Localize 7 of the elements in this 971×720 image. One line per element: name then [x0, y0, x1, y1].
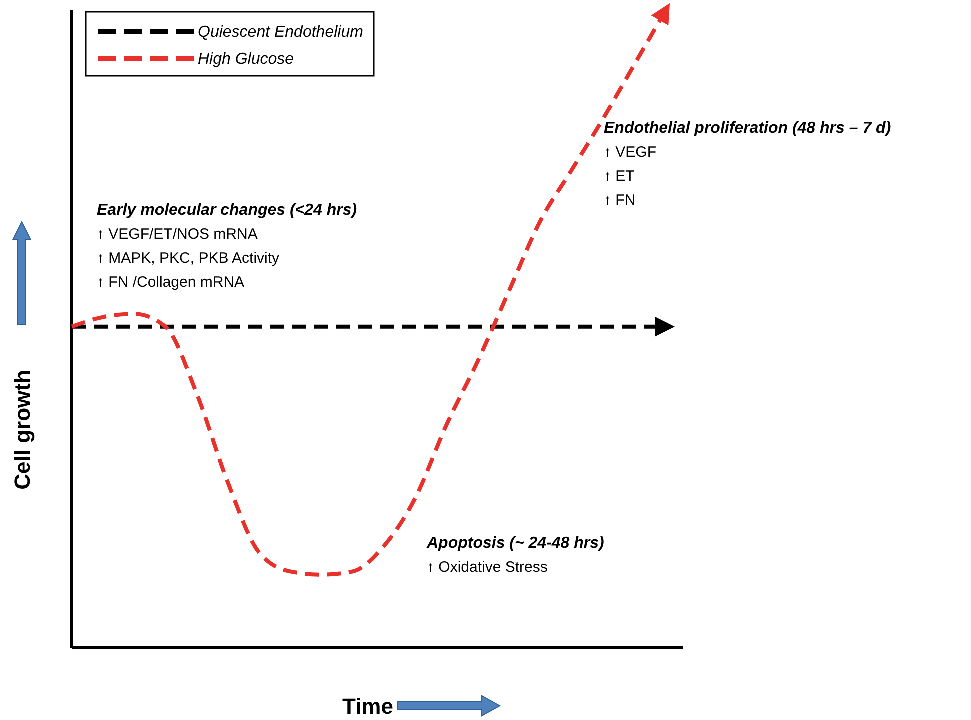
legend-label: High Glucose — [198, 51, 294, 68]
annotation: Apoptosis (~ 24-48 hrs) ↑ Oxidative Stress — [426, 535, 604, 576]
legend-label: Quiescent Endothelium — [198, 24, 364, 41]
x-axis-title: Time — [342, 694, 394, 719]
y-axis-title: Cell growth — [10, 370, 35, 490]
annotation: Early molecular changes (<24 hrs) ↑ VEGF/ET/NOS mRNA ↑ MAPK, PKC, PKB Activity ↑ FN /Collagen mRNA — [97, 202, 358, 291]
annotation: Endothelial proliferation (48 hrs – 7 d) ↑ VEGF ↑ ET ↑ FN — [604, 120, 892, 209]
